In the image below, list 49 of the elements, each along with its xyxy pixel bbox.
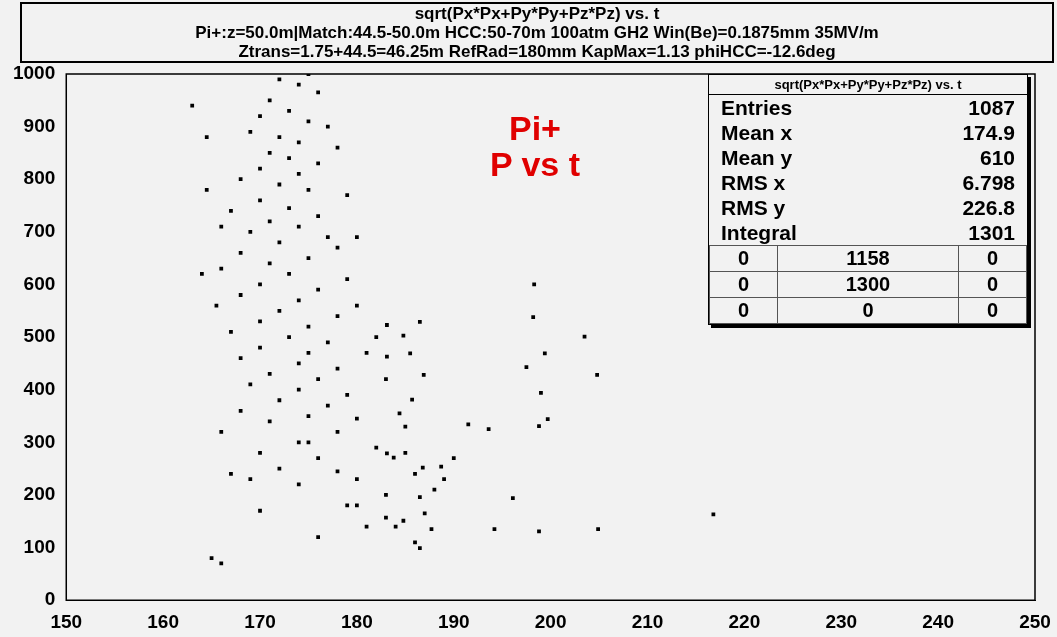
chart-title: sqrt(Px*Px+Py*Py+Pz*Pz) vs. t xyxy=(413,4,661,23)
x-tick-label: 250 xyxy=(1019,610,1051,632)
x-tick-label: 190 xyxy=(437,610,470,632)
annotation: RMS x xyxy=(721,171,786,194)
annotation: 1087 xyxy=(968,96,1015,119)
annotation: 0 xyxy=(958,271,1027,298)
annotation: Mean y xyxy=(721,146,793,169)
annotation: 0 xyxy=(709,245,778,272)
x-tick-label: 150 xyxy=(50,610,83,632)
x-tick-label: 230 xyxy=(825,610,858,632)
x-tick-label: 200 xyxy=(534,610,567,632)
annotation: 0 xyxy=(709,297,778,324)
text: Ztrans=1.75+44.5=46.25m RefRad=180mm KapMax=1.13 phiHCC=-12.6deg xyxy=(237,42,837,61)
y-tick-label: 600 xyxy=(23,272,56,294)
y-tick-label: 1000 xyxy=(12,62,56,84)
y-tick-label: 100 xyxy=(23,535,56,557)
annotation: 0 xyxy=(958,245,1027,272)
annotation: 226.8 xyxy=(962,196,1015,219)
annotation: Integral xyxy=(721,221,797,244)
annotation: 174.9 xyxy=(962,121,1015,144)
annotation: Pi+ xyxy=(508,109,562,147)
annotation: 0 xyxy=(777,297,959,324)
y-tick-label: 0 xyxy=(44,588,56,610)
annotation: 6.798 xyxy=(962,171,1015,194)
x-tick-label: 170 xyxy=(244,610,276,632)
chart-subtitle: Pi+:z=50.0m|Match:44.5-50.0m HCC:50-70m 100atm GH2 Win(Be)=0.1875mm 35MV/m xyxy=(194,23,880,42)
y-tick-label: 800 xyxy=(23,167,56,189)
y-tick-label: 700 xyxy=(23,220,56,242)
annotation: 1158 xyxy=(777,245,959,272)
annotation: P vs t xyxy=(488,145,582,183)
y-tick-label: 200 xyxy=(23,483,56,505)
y-tick-label: 500 xyxy=(23,325,56,347)
x-tick-label: 240 xyxy=(922,610,954,632)
annotation: 0 xyxy=(958,297,1027,324)
x-tick-label: 210 xyxy=(631,610,664,632)
x-tick-label: 220 xyxy=(728,610,761,632)
y-tick-label: 900 xyxy=(23,114,56,136)
x-tick-label: 160 xyxy=(147,610,179,632)
annotation: sqrt(Px*Px+Py*Py+Pz*Pz) vs. t xyxy=(709,75,1027,95)
annotation: 1300 xyxy=(777,271,959,298)
annotation: 610 xyxy=(979,146,1015,169)
annotation: 1301 xyxy=(968,221,1015,244)
annotation: 0 xyxy=(709,271,778,298)
y-tick-label: 300 xyxy=(23,430,56,452)
annotation: Mean x xyxy=(721,121,793,144)
annotation: RMS y xyxy=(721,196,786,219)
y-tick-label: 400 xyxy=(23,377,56,399)
x-tick-label: 180 xyxy=(341,610,373,632)
annotation: Entries xyxy=(721,96,793,119)
